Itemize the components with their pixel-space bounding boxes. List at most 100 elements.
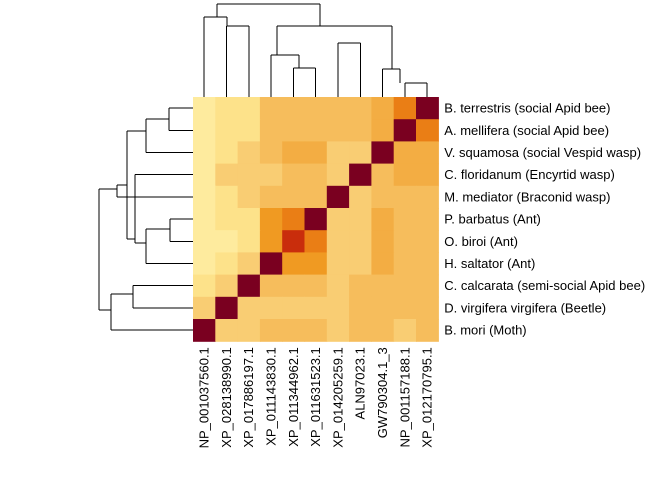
heatmap-cell: [371, 97, 395, 120]
heatmap-cell: [371, 141, 395, 165]
heatmap-cell: [193, 274, 216, 298]
heatmap-cell: [259, 319, 283, 342]
row-label: M. mediator (Braconid wasp): [444, 189, 610, 204]
heatmap-cell: [193, 208, 216, 231]
heatmap-cell: [326, 319, 350, 342]
heatmap-cell: [193, 119, 216, 142]
heatmap-cell: [237, 230, 261, 253]
heatmap-cell: [349, 252, 372, 276]
heatmap-cell: [215, 185, 239, 209]
heatmap-cell: [215, 119, 239, 142]
heatmap-cell: [193, 252, 216, 276]
column-labels: NP_001037560.1 XP_028138990.1 XP_017886197…: [197, 347, 435, 448]
heatmap-cell: [371, 119, 395, 142]
heatmap-cell: [304, 274, 328, 298]
heatmap-cell: [416, 230, 439, 253]
heatmap-cell: [326, 163, 350, 187]
heatmap-cell: [259, 230, 283, 253]
row-dendrogram: [98, 107, 193, 331]
row-label: P. barbatus (Ant): [444, 212, 541, 227]
heatmap-cell: [416, 319, 439, 342]
heatmap-cell: [393, 319, 417, 342]
heatmap-cell: [304, 208, 328, 231]
row-label: H. saltator (Ant): [444, 256, 535, 271]
heatmap-cell: [259, 163, 283, 187]
column-label: NP_001157188.1: [397, 347, 412, 447]
heatmap-cell: [259, 208, 283, 231]
heatmap-cell: [326, 141, 350, 165]
heatmap-cell: [416, 296, 439, 320]
row-label: B. terrestris (social Apid bee): [444, 101, 610, 116]
column-label: XP_011143830.1: [264, 347, 279, 446]
heatmap-cell: [304, 141, 328, 165]
row-label: V. squamosa (social Vespid wasp): [444, 145, 641, 160]
heatmap-cell: [193, 97, 216, 120]
heatmap-cell: [393, 185, 417, 209]
heatmap-cell: [193, 319, 216, 342]
heatmap-cell: [215, 141, 239, 165]
heatmap-cell: [215, 274, 239, 298]
heatmap-cell: [237, 319, 261, 342]
heatmap-cell: [282, 319, 306, 342]
heatmap-cell: [304, 163, 328, 187]
heatmap-cell: [393, 296, 417, 320]
heatmap-cell: [304, 185, 328, 209]
heatmap-cell: [304, 319, 328, 342]
heatmap-cell: [416, 185, 439, 209]
heatmap-cell: [349, 97, 372, 120]
heatmap-cell: [393, 252, 417, 276]
heatmap-cell: [393, 141, 417, 165]
heatmap-cell: [193, 296, 216, 320]
column-label: XP_011344962.1: [286, 347, 301, 447]
heatmap-cell: [326, 185, 350, 209]
heatmap-cell: [371, 319, 395, 342]
row-label: C. calcarata (semi-social Apid bee): [444, 278, 645, 293]
heatmap-cell: [371, 230, 395, 253]
heatmap-cell: [259, 185, 283, 209]
column-label: GW790304.1_3: [375, 347, 390, 438]
heatmap-cell: [237, 208, 261, 231]
heatmap-cell: [304, 252, 328, 276]
heatmap-cell: [193, 163, 216, 187]
column-label: NP_001037560.1: [197, 347, 212, 448]
heatmap-cell: [237, 163, 261, 187]
heatmap-cell: [371, 185, 395, 209]
row-label: A. mellifera (social Apid bee): [444, 123, 609, 138]
heatmap-cell: [259, 97, 283, 120]
heatmap-cell: [282, 119, 306, 142]
heatmap-cell: [282, 230, 306, 253]
heatmap-cell: [416, 274, 439, 298]
column-dendrogram: [203, 3, 428, 97]
heatmap-cell: [304, 296, 328, 320]
heatmap-cell: [304, 230, 328, 253]
heatmap-cell: [349, 230, 372, 253]
heatmap-cell: [215, 296, 239, 320]
heatmap-cell: [416, 163, 439, 187]
heatmap-cell: [259, 141, 283, 165]
heatmap-cell: [259, 252, 283, 276]
heatmap-cell: [215, 252, 239, 276]
heatmap-cell: [371, 163, 395, 187]
heatmap-cell: [416, 252, 439, 276]
heatmap-cell: [349, 296, 372, 320]
heatmap-cell: [304, 97, 328, 120]
heatmap-cell: [349, 119, 372, 142]
heatmap-cell: [349, 274, 372, 298]
column-label: XP_028138990.1: [219, 347, 234, 447]
row-label: D. virgifera virgifera (Beetle): [444, 300, 606, 315]
heatmap-cell: [393, 208, 417, 231]
heatmap-cell: [282, 141, 306, 165]
heatmap-cell: [237, 141, 261, 165]
heatmap-cell: [393, 274, 417, 298]
heatmap-cell: [326, 208, 350, 231]
heatmap-cell: [237, 252, 261, 276]
column-label: XP_011631523.1: [308, 347, 323, 447]
heatmap-cell: [371, 296, 395, 320]
heatmap-cell: [282, 274, 306, 298]
heatmap-cell: [371, 252, 395, 276]
column-label: XP_017886197.1: [241, 347, 256, 447]
heatmap-cell: [349, 141, 372, 165]
heatmap-cell: [416, 208, 439, 231]
